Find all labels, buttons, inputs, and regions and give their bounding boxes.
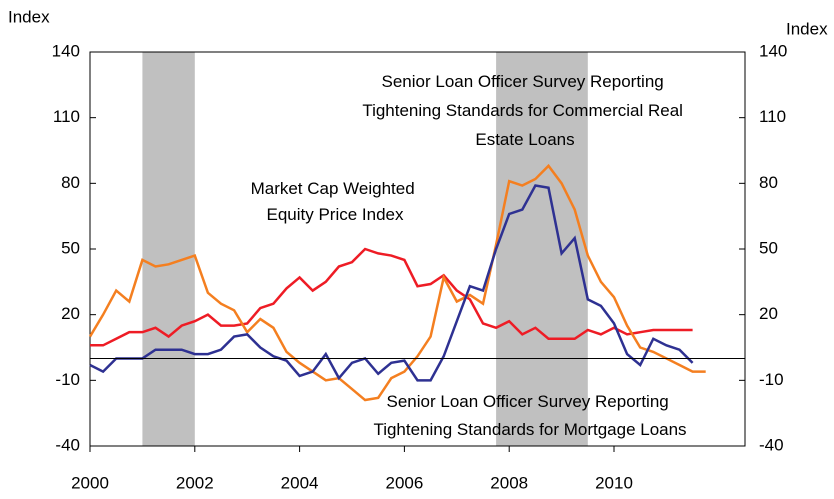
annotation-line: Equity Price Index (266, 205, 404, 224)
recession-shade (496, 52, 588, 446)
annotation-line: Tightening Standards for Commercial Real (362, 101, 683, 120)
y-axis-label: Index (8, 7, 50, 26)
y2-axis-label: Index (786, 19, 828, 38)
series-line (89, 184, 694, 382)
y2-tick-label: 110 (759, 107, 786, 126)
x-tick-label: 2004 (281, 473, 319, 492)
y-tick-label: -10 (55, 370, 80, 389)
x-tick-label: 2002 (176, 473, 214, 492)
y-tick-label: 20 (61, 304, 80, 323)
y-tick-label: 80 (61, 173, 80, 192)
y2-tick-label: 140 (759, 41, 787, 60)
y2-tick-label: 80 (759, 173, 778, 192)
annotation-line: Market Cap Weighted (251, 179, 415, 198)
annotation-line: Tightening Standards for Mortgage Loans (373, 420, 686, 439)
shading-layer (142, 52, 588, 446)
annotation-line: Senior Loan Officer Survey Reporting (382, 72, 664, 91)
series-line (88, 163, 706, 402)
annotation: Senior Loan Officer Survey Reporting Tig… (373, 392, 686, 439)
y-tick-label: 50 (61, 238, 80, 257)
y2-tick-label: -40 (759, 435, 784, 454)
y-tick-label: 110 (53, 107, 80, 126)
y2-tick-label: 50 (759, 238, 778, 257)
series-line (90, 247, 693, 347)
y2-tick-label: 20 (759, 304, 778, 323)
x-tick-label: 2006 (385, 473, 423, 492)
y-tick-label: -40 (55, 435, 80, 454)
y-tick-label: 140 (52, 41, 80, 60)
x-tick-label: 2000 (71, 473, 109, 492)
lines-layer (88, 163, 706, 402)
annotation-line: Estate Loans (475, 130, 574, 149)
annotation: Senior Loan Officer Survey Reporting Tig… (362, 72, 687, 149)
x-tick-label: 2008 (490, 473, 528, 492)
annotation: Market Cap Weighted Equity Price Index (251, 179, 420, 224)
annotation-line: Senior Loan Officer Survey Reporting (387, 392, 669, 411)
x-tick-label: 2010 (595, 473, 633, 492)
recession-shade (142, 52, 195, 446)
y2-tick-label: -10 (759, 370, 784, 389)
